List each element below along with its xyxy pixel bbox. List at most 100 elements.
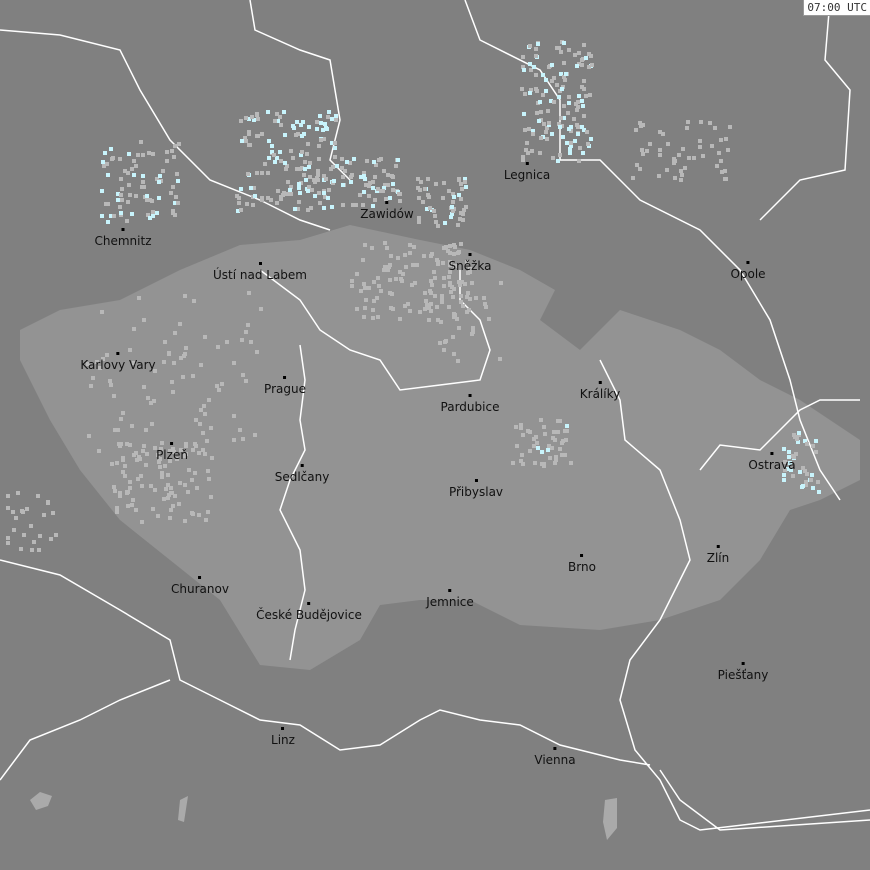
city-marker[interactable]: Brno xyxy=(568,554,596,574)
echo-pixel xyxy=(521,158,525,162)
city-marker[interactable]: Jemnice xyxy=(426,589,474,609)
echo-pixel xyxy=(465,260,469,264)
city-marker[interactable]: Karlovy Vary xyxy=(80,352,156,372)
city-marker[interactable]: Piešťany xyxy=(718,662,768,682)
echo-pixel xyxy=(359,289,363,293)
city-marker[interactable]: Linz xyxy=(271,727,295,747)
echo-pixel xyxy=(416,177,420,181)
echo-pixel xyxy=(334,118,338,122)
city-marker[interactable]: Chemnitz xyxy=(95,228,152,248)
echo-pixel xyxy=(163,464,167,468)
echo-pixel xyxy=(685,126,689,130)
echo-pixel xyxy=(447,189,451,193)
echo-pixel xyxy=(51,511,55,515)
echo-pixel xyxy=(415,263,419,267)
echo-pixel xyxy=(539,136,543,140)
echo-pixel xyxy=(194,444,198,448)
echo-pixel xyxy=(270,144,274,148)
echo-pixel xyxy=(572,117,576,121)
city-marker[interactable]: Legnica xyxy=(504,162,550,182)
echo-pixel xyxy=(528,449,532,453)
echo-pixel xyxy=(116,198,120,202)
echo-pixel xyxy=(273,160,277,164)
echo-pixel xyxy=(340,166,344,170)
echo-pixel xyxy=(276,119,280,123)
echo-pixel xyxy=(263,162,267,166)
echo-pixel xyxy=(255,171,259,175)
echo-pixel xyxy=(514,425,518,429)
echo-pixel xyxy=(442,181,446,185)
echo-pixel xyxy=(244,116,248,120)
city-marker[interactable]: Zawidów xyxy=(360,201,414,221)
city-marker[interactable]: Sněžka xyxy=(449,253,492,273)
city-marker[interactable]: Ostrava xyxy=(748,452,796,472)
city-marker[interactable]: Králíky xyxy=(580,381,620,401)
city-marker[interactable]: České Budějovice xyxy=(256,602,362,622)
echo-pixel xyxy=(522,68,526,72)
city-marker[interactable]: Zlín xyxy=(707,545,729,565)
echo-pixel xyxy=(246,323,250,327)
echo-pixel xyxy=(282,110,286,114)
echo-pixel xyxy=(458,283,462,287)
echo-pixel xyxy=(315,127,319,131)
echo-pixel xyxy=(585,130,589,134)
echo-pixel xyxy=(587,65,591,69)
echo-pixel xyxy=(715,164,719,168)
echo-pixel xyxy=(430,283,434,287)
echo-pixel xyxy=(247,291,251,295)
echo-pixel xyxy=(255,112,259,116)
echo-pixel xyxy=(327,188,331,192)
echo-pixel xyxy=(173,213,177,217)
echo-pixel xyxy=(372,280,376,284)
echo-pixel xyxy=(318,201,322,205)
city-dot-icon xyxy=(385,201,389,204)
echo-pixel xyxy=(641,123,645,127)
echo-pixel xyxy=(552,430,556,434)
echo-pixel xyxy=(375,296,379,300)
echo-pixel xyxy=(165,150,169,154)
echo-pixel xyxy=(201,448,205,452)
echo-pixel xyxy=(350,279,354,283)
echo-pixel xyxy=(123,474,127,478)
city-marker[interactable]: Pardubice xyxy=(441,394,499,414)
echo-pixel xyxy=(324,126,328,130)
city-marker[interactable]: Churanov xyxy=(171,576,229,596)
echo-pixel xyxy=(466,271,470,275)
city-marker[interactable]: Sedlčany xyxy=(275,464,329,484)
echo-pixel xyxy=(86,362,90,366)
echo-pixel xyxy=(203,412,207,416)
city-marker[interactable]: Ústí nad Labem xyxy=(213,262,307,282)
echo-pixel xyxy=(558,447,562,451)
echo-pixel xyxy=(120,187,124,191)
echo-pixel xyxy=(452,252,456,256)
echo-pixel xyxy=(299,153,303,157)
echo-pixel xyxy=(112,485,116,489)
echo-pixel xyxy=(206,469,210,473)
echo-pixel xyxy=(440,294,444,298)
echo-pixel xyxy=(308,175,312,179)
echo-pixel xyxy=(306,142,310,146)
city-marker[interactable]: Přibyslav xyxy=(449,479,503,499)
echo-pixel xyxy=(553,461,557,465)
echo-pixel xyxy=(529,88,533,92)
city-marker[interactable]: Prague xyxy=(264,376,306,396)
echo-pixel xyxy=(531,132,535,136)
echo-pixel xyxy=(237,201,241,205)
echo-pixel xyxy=(205,439,209,443)
echo-pixel xyxy=(317,144,321,148)
echo-pixel xyxy=(528,44,532,48)
echo-pixel xyxy=(658,148,662,152)
city-marker[interactable]: Plzeň xyxy=(156,442,188,462)
echo-pixel xyxy=(394,277,398,281)
city-dot-icon xyxy=(283,376,287,379)
city-marker[interactable]: Vienna xyxy=(534,747,576,767)
echo-pixel xyxy=(547,444,551,448)
echo-pixel xyxy=(451,192,455,196)
echo-pixel xyxy=(582,79,586,83)
echo-pixel xyxy=(541,73,545,77)
echo-pixel xyxy=(362,282,366,286)
echo-pixel xyxy=(326,115,330,119)
city-marker[interactable]: Opole xyxy=(730,261,766,281)
echo-pixel xyxy=(584,94,588,98)
